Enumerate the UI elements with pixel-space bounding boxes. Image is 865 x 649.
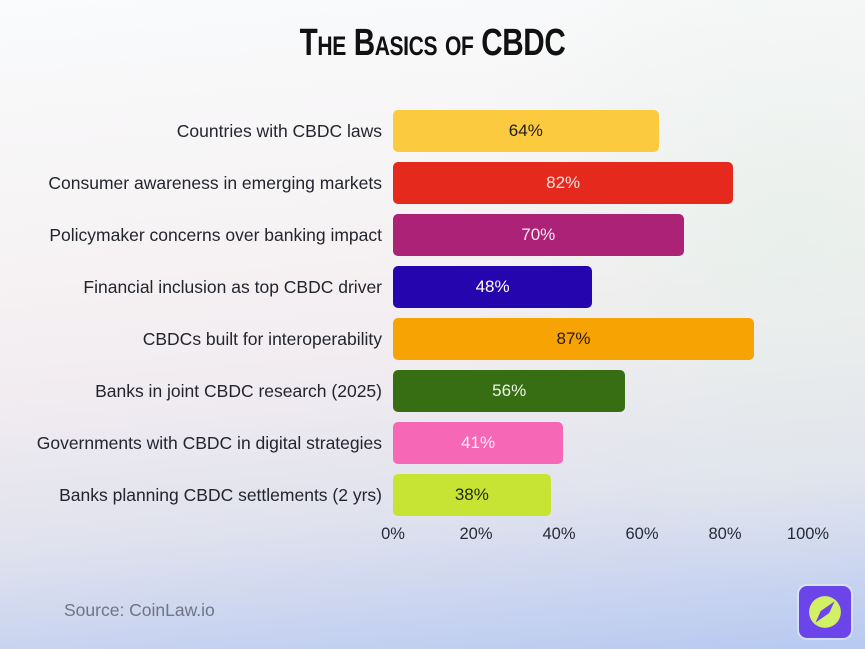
x-axis: 0% 20% 40% 60% 80% 100% <box>381 521 829 549</box>
bar-track: 48% <box>393 266 808 308</box>
bar-value-label: 48% <box>475 277 510 296</box>
bar: 64% <box>393 110 659 152</box>
bar-value-label: 87% <box>556 329 591 348</box>
category-label: Countries with CBDC laws <box>176 120 382 141</box>
bar: 38% <box>393 474 551 516</box>
compass-needle <box>815 601 835 623</box>
category-label: Policymaker concerns over banking impact <box>49 224 382 245</box>
bar-value-label: 56% <box>492 381 527 400</box>
bar-track: 56% <box>393 370 808 412</box>
bar: 56% <box>393 370 626 412</box>
category-label: Consumer awareness in emerging markets <box>48 172 382 193</box>
bar-row: Governments with CBDC in digital strateg… <box>0 417 808 469</box>
bar-row: Banks in joint CBDC research (2025) 56% <box>0 365 808 417</box>
bar-rows: Countries with CBDC laws 64% Consumer awar… <box>0 105 808 521</box>
compass-icon <box>809 596 841 628</box>
bar-value-label: 41% <box>461 433 496 452</box>
bar-track: 64% <box>393 110 808 152</box>
bar-chart: Countries with CBDC laws 64% Consumer awar… <box>0 105 808 521</box>
coinlaw-compass-logo <box>799 586 851 638</box>
category-label: CBDCs built for interoperability <box>142 328 382 349</box>
x-axis-tick: 60% <box>625 525 659 543</box>
bar-track: 70% <box>393 214 808 256</box>
category-label: Banks in joint CBDC research (2025) <box>95 380 382 401</box>
x-axis-tick: 80% <box>708 525 742 543</box>
x-axis-tick: 100% <box>786 525 830 543</box>
bar-track: 38% <box>393 474 808 516</box>
bar-row: Consumer awareness in emerging markets 82… <box>0 157 808 209</box>
bar: 48% <box>393 266 593 308</box>
source-text: Source: CoinLaw.io <box>64 600 215 620</box>
bar: 70% <box>393 214 684 256</box>
x-axis-tick: 0% <box>381 525 405 543</box>
x-axis-tick: 40% <box>542 525 576 543</box>
category-label: Financial inclusion as top CBDC driver <box>83 276 382 297</box>
bar-track: 87% <box>393 318 808 360</box>
bar-row: Countries with CBDC laws 64% <box>0 105 808 157</box>
bar-track: 41% <box>393 422 808 464</box>
bar-value-label: 82% <box>546 173 581 192</box>
bar-row: Financial inclusion as top CBDC driver 48… <box>0 261 808 313</box>
bar-track: 82% <box>393 162 808 204</box>
bar-value-label: 70% <box>521 225 556 244</box>
chart-title: The Basics of CBDC <box>299 22 566 64</box>
x-axis-tick: 20% <box>459 525 493 543</box>
bar: 82% <box>393 162 734 204</box>
bar-row: Policymaker concerns over banking impact… <box>0 209 808 261</box>
bar-value-label: 38% <box>454 485 489 504</box>
bar-value-label: 64% <box>508 121 543 140</box>
bar: 87% <box>393 318 755 360</box>
category-label: Banks planning CBDC settlements (2 yrs) <box>59 484 382 505</box>
category-label: Governments with CBDC in digital strateg… <box>36 432 382 453</box>
bar-row: CBDCs built for interoperability 87% <box>0 313 808 365</box>
bar: 41% <box>393 422 564 464</box>
bar-row: Banks planning CBDC settlements (2 yrs) 3… <box>0 469 808 521</box>
